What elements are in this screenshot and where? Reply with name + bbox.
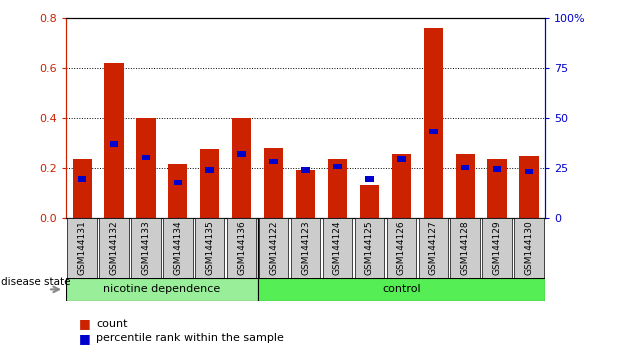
Bar	[110, 141, 118, 147]
Bar	[387, 218, 416, 278]
Text: GSM144126: GSM144126	[397, 221, 406, 275]
Bar	[429, 129, 438, 134]
Bar	[269, 159, 278, 164]
Bar	[296, 170, 315, 218]
Text: GSM144132: GSM144132	[110, 221, 118, 275]
Bar	[264, 148, 284, 218]
Text: GSM144128: GSM144128	[461, 221, 469, 275]
Bar	[450, 218, 480, 278]
Bar	[67, 218, 97, 278]
Bar	[232, 118, 251, 218]
Bar	[259, 218, 289, 278]
Text: GSM144122: GSM144122	[269, 221, 278, 275]
Bar	[105, 63, 123, 218]
Bar	[136, 118, 156, 218]
Bar	[423, 28, 443, 218]
Bar	[483, 218, 512, 278]
Text: GSM144134: GSM144134	[173, 221, 182, 275]
Text: ■: ■	[79, 332, 94, 344]
Bar	[142, 155, 151, 160]
Bar	[365, 176, 374, 182]
Bar	[461, 165, 469, 171]
Bar	[392, 154, 411, 218]
Text: GSM144133: GSM144133	[142, 221, 151, 275]
Bar	[397, 156, 406, 162]
Text: disease state: disease state	[1, 277, 70, 287]
Bar	[173, 180, 182, 185]
Text: GSM144131: GSM144131	[77, 221, 86, 275]
Bar	[163, 218, 193, 278]
Bar	[200, 149, 219, 218]
Bar	[227, 218, 256, 278]
Bar	[77, 176, 86, 182]
Bar	[301, 167, 310, 173]
Text: GSM144125: GSM144125	[365, 221, 374, 275]
Bar	[100, 218, 129, 278]
Text: count: count	[96, 319, 128, 329]
Bar	[519, 156, 539, 218]
Bar	[66, 278, 258, 301]
Bar	[258, 278, 545, 301]
Text: percentile rank within the sample: percentile rank within the sample	[96, 333, 284, 343]
Bar	[238, 151, 246, 157]
Bar	[72, 159, 92, 218]
Bar	[355, 218, 384, 278]
Bar	[418, 218, 448, 278]
Text: nicotine dependence: nicotine dependence	[103, 284, 220, 295]
Bar	[514, 218, 544, 278]
Bar	[333, 164, 342, 169]
Text: control: control	[382, 284, 421, 295]
Bar	[168, 164, 188, 218]
Text: GSM144124: GSM144124	[333, 221, 342, 275]
Bar	[493, 166, 501, 172]
Bar	[323, 218, 352, 278]
Bar	[131, 218, 161, 278]
Text: GSM144123: GSM144123	[301, 221, 310, 275]
Bar	[291, 218, 320, 278]
Bar	[525, 169, 534, 174]
Text: ■: ■	[79, 318, 94, 330]
Text: GSM144130: GSM144130	[525, 221, 534, 275]
Bar	[360, 185, 379, 218]
Text: GSM144135: GSM144135	[205, 221, 214, 275]
Bar	[328, 159, 347, 218]
Bar	[195, 218, 224, 278]
Text: GSM144136: GSM144136	[238, 221, 246, 275]
Bar	[488, 159, 507, 218]
Bar	[205, 167, 214, 173]
Bar	[455, 154, 475, 218]
Text: GSM144129: GSM144129	[493, 221, 501, 275]
Text: GSM144127: GSM144127	[429, 221, 438, 275]
